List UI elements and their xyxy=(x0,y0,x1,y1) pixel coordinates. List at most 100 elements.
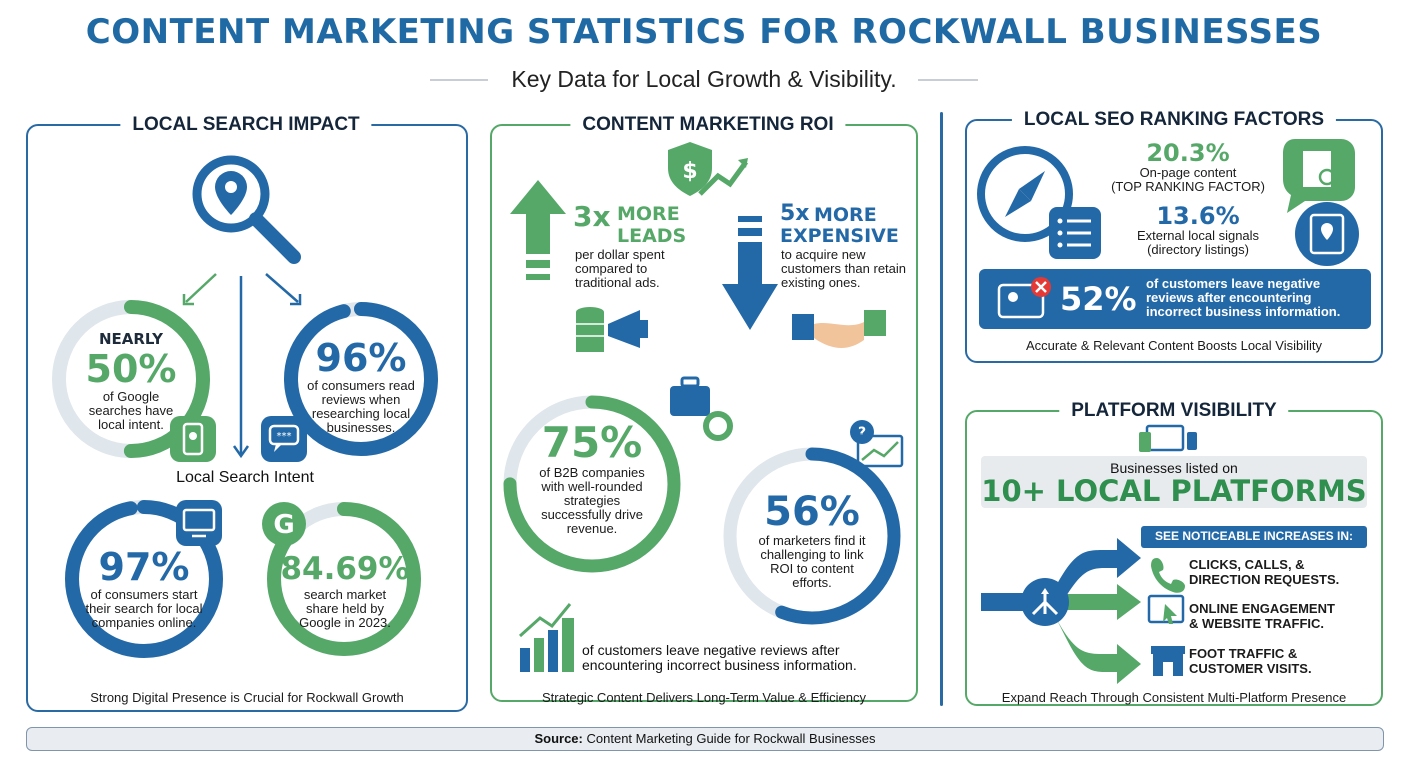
platform-item-2-line1: ONLINE ENGAGEMENT xyxy=(1189,601,1335,616)
expensive-word-more: MORE xyxy=(814,204,877,226)
stat-96-text: of consumers read reviews when researchi… xyxy=(307,378,415,435)
document-search-icon xyxy=(1283,139,1355,213)
roi-footer: Strategic Content Delivers Long-Term Val… xyxy=(542,690,866,705)
svg-text:***: *** xyxy=(277,431,292,442)
leads-text: per dollar spent compared to traditional… xyxy=(575,247,665,290)
ring-96 xyxy=(284,302,438,456)
platform-listed-text: Businesses listed on xyxy=(1110,460,1238,476)
seo-title: LOCAL SEO RANKING FACTORS xyxy=(1011,109,1337,131)
seo-factor-1-line1: On-page content xyxy=(1139,165,1237,180)
shield-dollar-icon: $ xyxy=(668,142,749,196)
ring-8469 xyxy=(267,502,421,656)
seo-graphic xyxy=(977,139,1371,329)
platform-item-1: CLICKS, CALLS, & DIRECTION REQUESTS. xyxy=(1189,557,1339,587)
subtitle-rule-left xyxy=(430,79,488,81)
leads-headline: 3x MORE LEADS xyxy=(573,203,693,248)
directory-pin-icon xyxy=(1295,202,1359,266)
stat-96-block: 96% of consumers read reviews when resea… xyxy=(290,337,432,435)
intent-arrows xyxy=(182,273,302,459)
increase-banner-bg xyxy=(1141,526,1367,548)
stat-75-value: 75% xyxy=(541,418,643,467)
leads-word-leads: LEADS xyxy=(617,225,687,247)
stat-50-prefix: NEARLY xyxy=(98,330,164,348)
seo-factor-1: 20.3% On-page content (TOP RANKING FACTO… xyxy=(1098,140,1278,194)
platform-item-3: FOOT TRAFFIC & CUSTOMER VISITS. xyxy=(1189,646,1312,676)
seo-factor-2-line1: External local signals xyxy=(1136,228,1260,243)
platform-title: PLATFORM VISIBILITY xyxy=(1059,400,1289,422)
leads-word-more: MORE xyxy=(617,203,680,225)
seo-banner-value: 52% xyxy=(1060,280,1137,318)
platform-item-3-line2: CUSTOMER VISITS. xyxy=(1189,661,1312,676)
coins-megaphone-icon xyxy=(576,307,648,352)
local-search-graphic: *** G xyxy=(52,155,438,658)
ring-75 xyxy=(503,395,681,573)
platform-headline-bg xyxy=(981,456,1367,508)
google-icon: G xyxy=(262,502,306,546)
question-chart-icon: ? xyxy=(850,420,904,468)
platform-item-1-line1: CLICKS, CALLS, & xyxy=(1189,557,1305,572)
ring-50 xyxy=(52,300,210,458)
storefront-icon xyxy=(1151,646,1185,676)
source-text: Content Marketing Guide for Rockwall Bus… xyxy=(586,731,876,746)
source-label: Source: xyxy=(534,731,583,746)
roi-graphic: $ xyxy=(503,142,904,672)
page-title: CONTENT MARKETING STATISTICS FOR ROCKWAL… xyxy=(85,12,1323,52)
platform-headline: 10+ LOCAL PLATFORMS xyxy=(981,474,1367,508)
platform-item-1-line2: DIRECTION REQUESTS. xyxy=(1189,572,1340,587)
seo-factor-2-line2: (directory listings) xyxy=(1147,242,1249,257)
page-subtitle: Key Data for Local Growth & Visibility. xyxy=(511,66,897,92)
local-search-footer: Strong Digital Presence is Crucial for R… xyxy=(90,690,404,705)
ring-56 xyxy=(723,447,901,625)
svg-text:G: G xyxy=(273,510,294,540)
platform-footer: Expand Reach Through Consistent Multi-Pl… xyxy=(1001,690,1347,705)
expensive-multiplier: 5x xyxy=(780,201,810,226)
seo-banner-text: of customers leave negative reviews afte… xyxy=(1146,276,1341,319)
seo-footer: Accurate & Relevant Content Boosts Local… xyxy=(1025,338,1323,353)
subtitle-row: Key Data for Local Growth & Visibility. xyxy=(0,62,1408,96)
local-search-intent-label: Local Search Intent xyxy=(150,469,340,487)
checklist-icon xyxy=(1049,207,1101,259)
stat-8469-value: 84.69% xyxy=(280,551,410,587)
stat-56-value: 56% xyxy=(764,489,860,535)
down-arrow-icon xyxy=(722,216,778,330)
local-search-title: LOCAL SEARCH IMPACT xyxy=(120,114,372,136)
stat-8469-text: search market share held by Google in 20… xyxy=(299,587,391,630)
section-divider xyxy=(940,112,943,706)
seo-banner xyxy=(979,269,1371,329)
phone-call-icon xyxy=(1151,558,1185,593)
stat-97-text: of consumers start their search for loca… xyxy=(85,587,203,630)
stat-75-block: 75% of B2B companies with well-rounded s… xyxy=(532,420,652,536)
platform-item-2: ONLINE ENGAGEMENT & WEBSITE TRAFFIC. xyxy=(1189,601,1335,631)
expensive-headline: 5x MORE EXPENSIVE xyxy=(780,201,910,248)
expensive-text: to acquire new customers than retain exi… xyxy=(781,247,907,290)
roi-title: CONTENT MARKETING ROI xyxy=(570,114,846,136)
platform-item-3-line1: FOOT TRAFFIC & xyxy=(1189,646,1298,661)
platform-graphic xyxy=(981,424,1367,684)
up-arrow-icon xyxy=(510,180,566,280)
stat-56-block: 56% of marketers find it challenging to … xyxy=(740,490,884,590)
stat-50-text: of Google searches have local intent. xyxy=(88,389,174,432)
growth-chart-icon xyxy=(518,603,574,672)
compass-icon xyxy=(977,146,1073,242)
expensive-word: EXPENSIVE xyxy=(780,225,899,247)
branching-arrows xyxy=(981,538,1141,684)
source-bar: Source: Content Marketing Guide for Rock… xyxy=(26,727,1384,751)
seo-factor-2: 13.6% External local signals (directory … xyxy=(1108,203,1288,257)
stat-97-block: 97% of consumers start their search for … xyxy=(72,546,216,630)
review-chat-icon: *** xyxy=(261,416,307,462)
increase-label: SEE NOTICEABLE INCREASES IN: xyxy=(1154,529,1354,543)
stat-96-value: 96% xyxy=(315,336,407,380)
seo-factor-1-value: 20.3% xyxy=(1146,139,1230,167)
stat-75-text: of B2B companies with well-rounded strat… xyxy=(539,465,645,536)
stat-50-value: 50% xyxy=(85,347,177,391)
briefcase-gear-icon xyxy=(670,376,733,441)
handshake-icon xyxy=(792,310,886,348)
platform-item-2-line2: & WEBSITE TRAFFIC. xyxy=(1189,616,1325,631)
devices-icon xyxy=(1139,424,1197,452)
stat-97-value: 97% xyxy=(98,545,190,589)
seo-factor-1-line2: (TOP RANKING FACTOR) xyxy=(1111,179,1265,194)
stat-56-text: of marketers find it challenging to link… xyxy=(758,533,866,590)
svg-text:$: $ xyxy=(682,159,697,184)
stat-8469-block: 84.69% search market share held by Googl… xyxy=(274,550,416,630)
magnifier-pin-icon xyxy=(192,155,301,264)
